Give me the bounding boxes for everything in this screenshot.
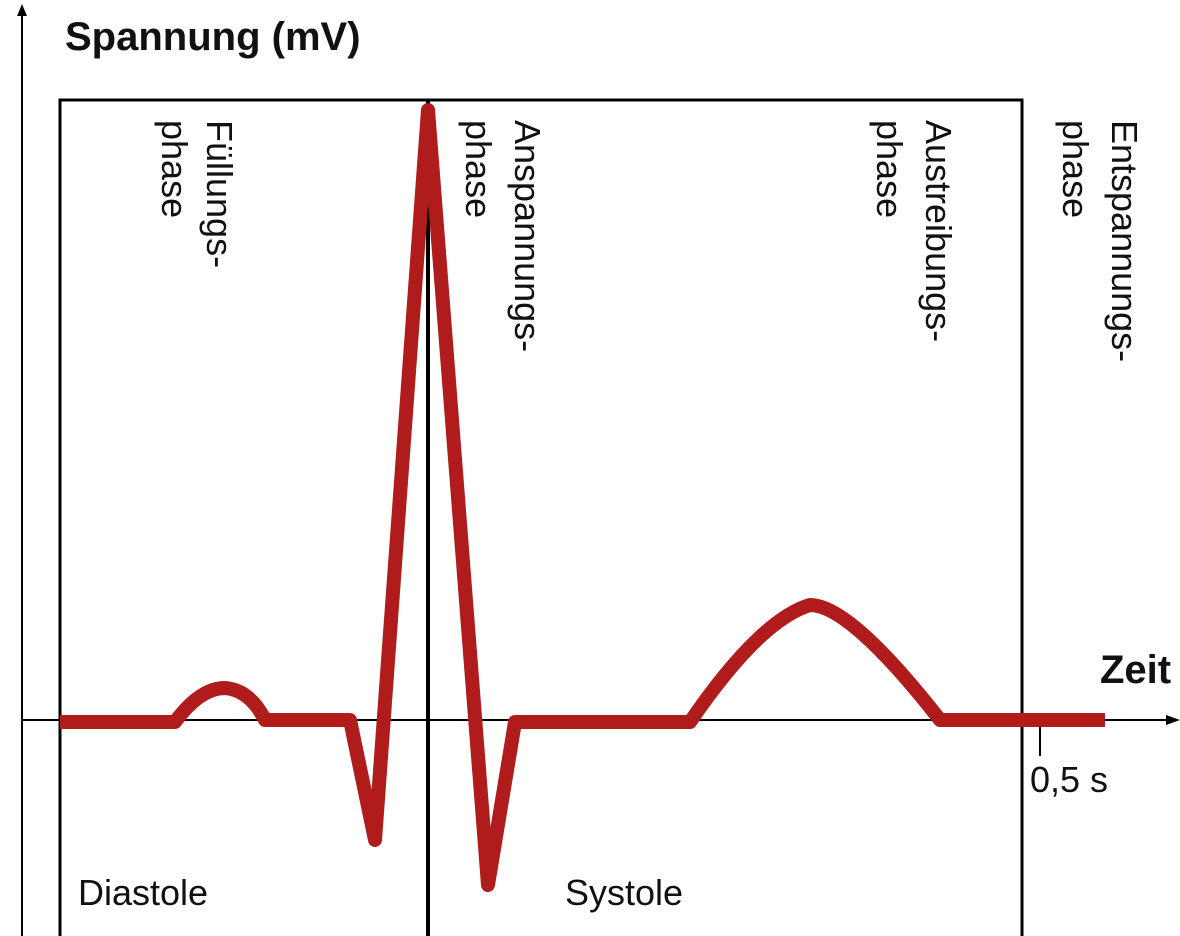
phase-label: phase xyxy=(1055,120,1096,218)
y-axis-label: Spannung (mV) xyxy=(65,15,361,59)
phase-box xyxy=(58,98,1024,936)
x-axis-label: Zeit xyxy=(1100,648,1171,692)
phase-label: Anspannungs- xyxy=(507,120,548,352)
ecg-curve xyxy=(60,103,1105,892)
phase-label: Entspannungs- xyxy=(1104,120,1145,362)
phase-label: Füllungs- xyxy=(199,120,240,268)
phase-label: Austreibungs- xyxy=(918,120,959,342)
x-tick-label: 0,5 s xyxy=(1030,759,1108,800)
phase-label: phase xyxy=(154,120,195,218)
phase-label: phase xyxy=(458,120,499,218)
x-axis-arrow xyxy=(1166,715,1180,725)
phase-label: phase xyxy=(869,120,910,218)
y-axis-arrow xyxy=(17,4,27,16)
region-label: Diastole xyxy=(78,872,208,913)
region-label: Systole xyxy=(565,872,683,913)
